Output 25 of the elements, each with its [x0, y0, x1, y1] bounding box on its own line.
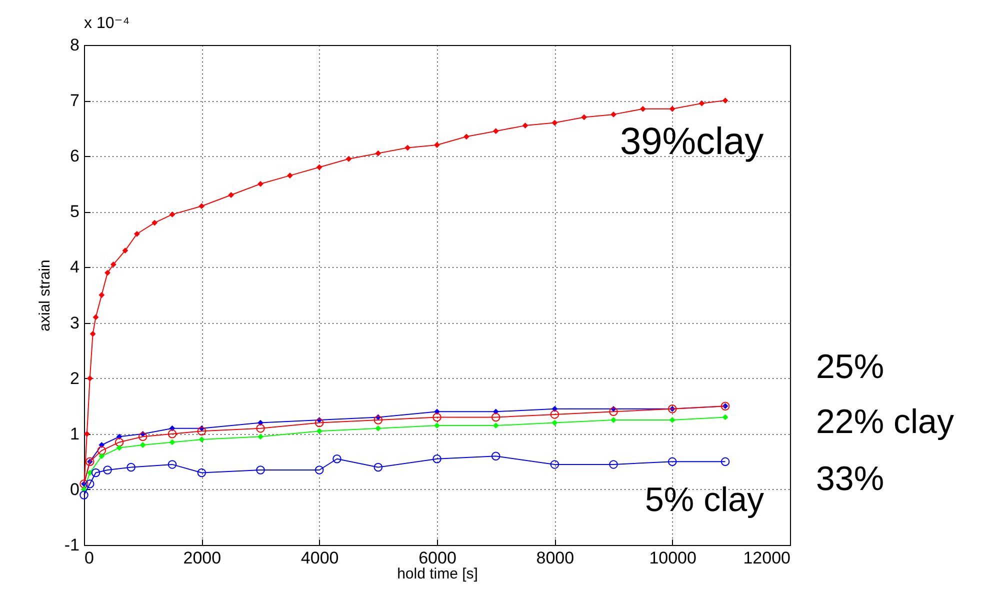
y-tick-label: 5	[70, 202, 80, 222]
y-tick-label: 4	[70, 258, 80, 277]
annotation: 5% clay	[645, 481, 764, 519]
y-tick-label: 1	[70, 424, 80, 444]
y-tick-label: 0	[70, 480, 80, 499]
annotation: 39%clay	[620, 121, 764, 163]
x-tick-label: 4000	[300, 548, 339, 568]
x-tick-label: 0	[84, 548, 94, 568]
text: 22% clay	[816, 403, 954, 441]
y-tick-label: 3	[70, 313, 80, 332]
y-axis-title: axial strain	[36, 260, 54, 332]
y-tick-label: 6	[70, 146, 80, 166]
text: 25%	[816, 348, 884, 386]
x-tick-label: 10000	[649, 548, 696, 568]
text: 33%	[816, 460, 884, 498]
x-tick-label: 8000	[536, 548, 574, 568]
y-tick-label: 8	[70, 36, 80, 54]
x-tick-label: 2000	[183, 548, 222, 568]
x-tick-label: 6000	[418, 548, 456, 568]
y-tick-label: 2	[70, 368, 80, 388]
text: x 10⁻⁴	[84, 15, 130, 32]
y-tick-label: 7	[70, 91, 80, 110]
y-tick-label: -1	[64, 536, 80, 554]
x-tick-label: 12000	[743, 548, 790, 568]
x-axis-title: hold time [s]	[397, 566, 478, 582]
